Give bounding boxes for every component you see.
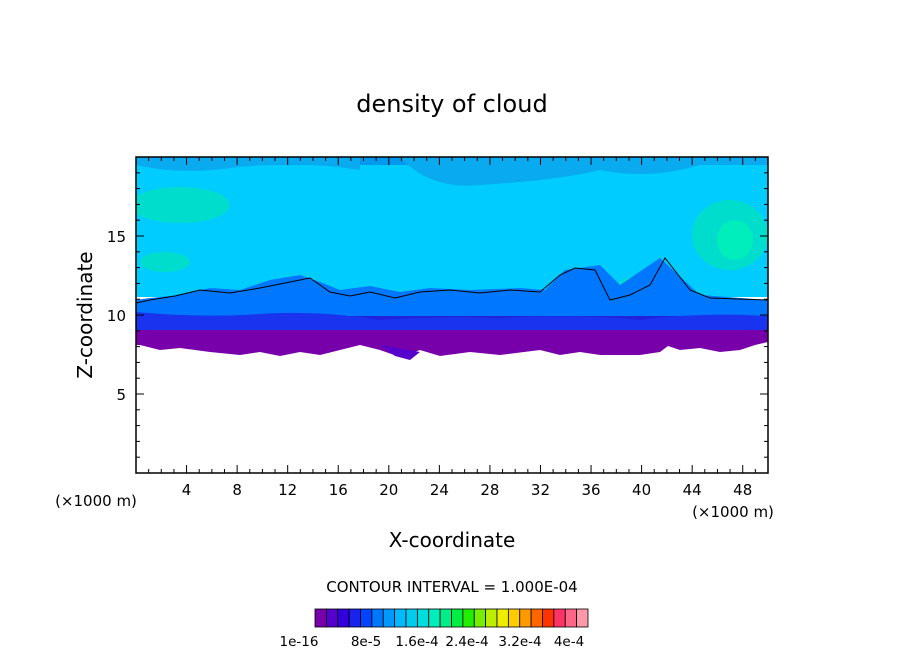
x-tick-label: 12 <box>278 481 297 499</box>
colorbar-swatch <box>416 608 430 628</box>
colorbar-swatch <box>564 608 578 628</box>
colorbar-swatch <box>371 608 384 628</box>
x-tick-label: 24 <box>430 481 449 499</box>
colorbar-swatch <box>530 608 543 628</box>
x-tick-label: 32 <box>531 481 550 499</box>
x-tick-label: 4 <box>182 481 192 499</box>
colorbar-swatch <box>382 608 396 628</box>
colorbar-label: 1e-16 <box>280 634 319 650</box>
colorbar-swatch <box>462 608 475 628</box>
x-tick-label: 20 <box>379 481 398 499</box>
x-tick-label: 40 <box>632 481 651 499</box>
colorbar-label: 3.2e-4 <box>498 634 541 650</box>
x-tick-label: 16 <box>329 481 348 499</box>
colorbar-swatch <box>428 608 441 628</box>
colorbar-labels: 1e-16 8e-5 1.6e-4 2.4e-4 3.2e-4 4e-4 <box>280 634 585 650</box>
x-axis-label: X-coordinate <box>389 528 516 552</box>
y-axis-label: Z-coordinate <box>73 251 97 378</box>
colorbar-label: 2.4e-4 <box>445 634 488 650</box>
colorbar-swatch <box>496 608 509 628</box>
x-tick-label: 28 <box>480 481 499 499</box>
y-axis: 5 10 15 <box>107 172 768 458</box>
colorbar-label: 1.6e-4 <box>395 634 438 650</box>
colorbar <box>314 608 589 628</box>
colorbar-swatch <box>519 608 532 628</box>
colorbar-swatch <box>576 608 589 628</box>
colorbar-swatch <box>507 608 521 628</box>
cloud-base-band <box>136 330 768 357</box>
colorbar-swatch <box>360 608 373 628</box>
x-axis: 4 8 12 16 20 24 28 32 36 40 44 48 <box>148 157 756 499</box>
colorbar-swatch <box>451 608 464 628</box>
colorbar-label: 4e-4 <box>554 634 584 650</box>
x-unit-left: (×1000 m) <box>55 492 137 510</box>
colorbar-swatch <box>348 608 361 628</box>
contour-interval-label: CONTOUR INTERVAL = 1.000E-04 <box>326 578 577 596</box>
density-field <box>136 157 768 360</box>
colorbar-swatch <box>325 608 339 628</box>
colorbar-swatch <box>473 608 487 628</box>
colorbar-label: 8e-5 <box>351 634 381 650</box>
colorbar-swatch <box>314 608 327 628</box>
colorbar-swatch <box>394 608 407 628</box>
colorbar-swatch <box>405 608 418 628</box>
y-tick-label: 10 <box>107 307 126 325</box>
x-tick-label: 44 <box>683 481 702 499</box>
colorbar-swatch <box>337 608 350 628</box>
contour-line <box>136 257 768 304</box>
x-tick-label: 48 <box>733 481 752 499</box>
x-tick-label: 8 <box>232 481 242 499</box>
x-tick-label: 36 <box>581 481 600 499</box>
y-tick-label: 5 <box>116 386 126 404</box>
chart-title: density of cloud <box>356 90 547 118</box>
colorbar-swatch <box>485 608 498 628</box>
eddy-left <box>136 187 230 223</box>
colorbar-swatch <box>553 608 566 628</box>
colorbar-swatch <box>542 608 555 628</box>
colorbar-swatch <box>439 608 452 628</box>
y-tick-label: 15 <box>107 228 126 246</box>
plot-area <box>135 156 769 474</box>
x-unit-right: (×1000 m) <box>692 503 774 521</box>
